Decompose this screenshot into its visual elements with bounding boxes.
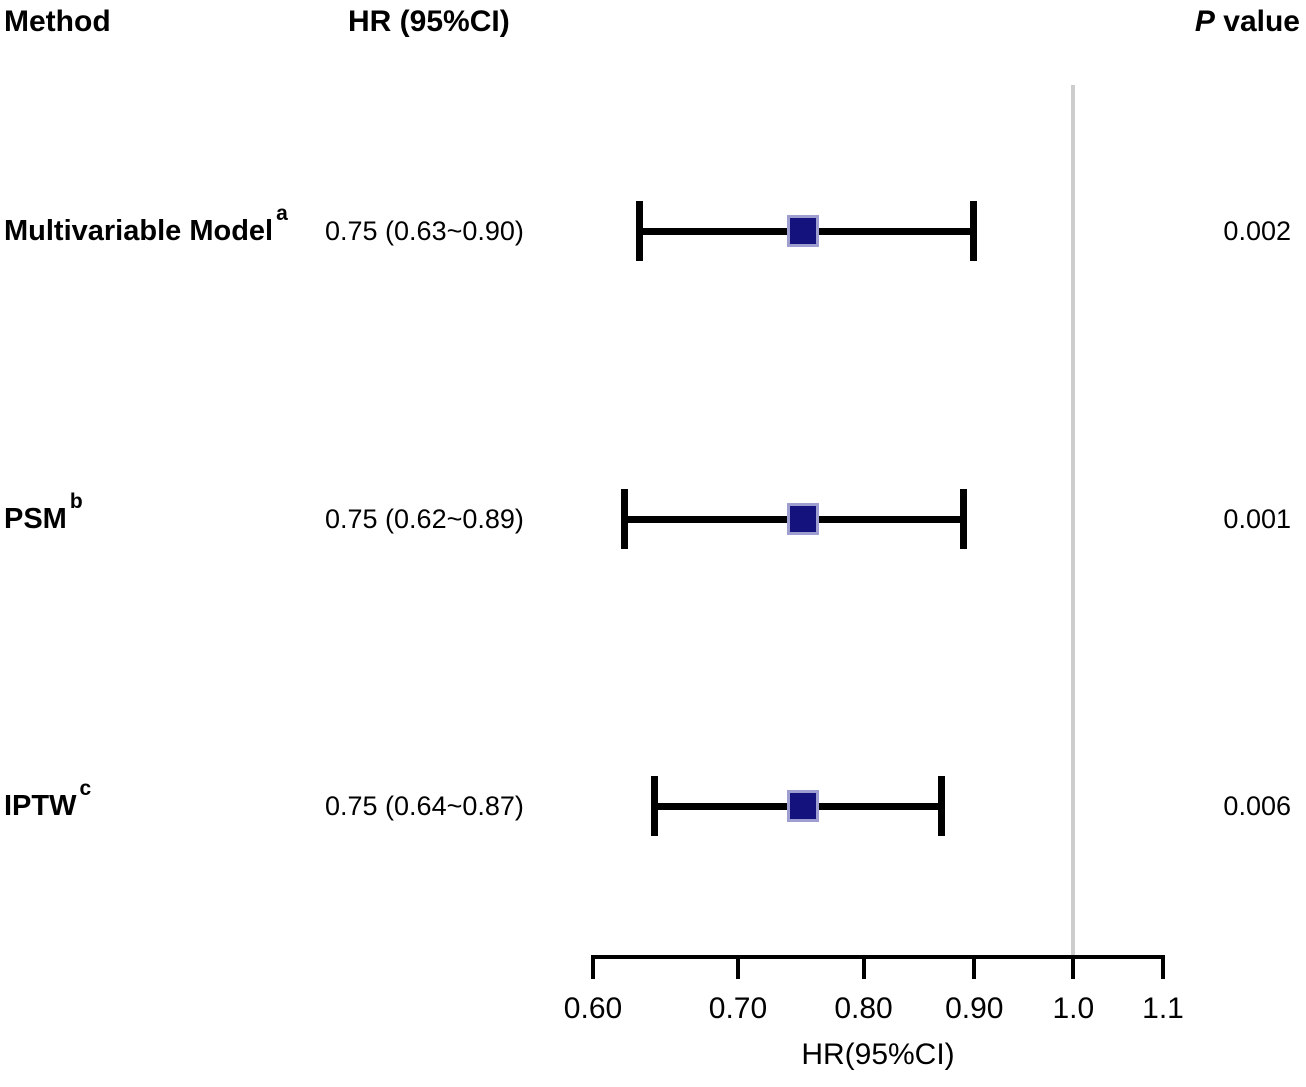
column-header-pvalue: P value	[1195, 5, 1300, 39]
method-name: Multivariable Model	[4, 214, 274, 247]
ci-upper-cap	[959, 489, 967, 549]
x-axis-line	[591, 955, 1165, 959]
x-tick-label: 1.0	[1052, 992, 1095, 1025]
x-tick-label: 0.70	[708, 992, 768, 1025]
x-tick-label: 0.60	[563, 992, 623, 1025]
p-value-text: 0.002	[1223, 215, 1291, 246]
column-header-hr: HR (95%CI)	[348, 5, 510, 38]
x-axis-tick	[591, 957, 595, 979]
method-name: PSM	[4, 502, 67, 535]
hr-point-marker	[786, 215, 819, 247]
row-label-psm: PSM b	[4, 487, 83, 551]
x-axis-title: HR(95%CI)	[801, 1038, 955, 1071]
ci-lower-cap	[620, 489, 628, 549]
x-axis-tick	[861, 957, 866, 979]
x-tick-label: 0.80	[834, 992, 893, 1025]
hr-point-marker	[786, 790, 819, 822]
column-header-method: Method	[4, 5, 111, 38]
x-tick-label: 1.1	[1142, 992, 1184, 1025]
row-label-multivariable-model: Multivariable Model a	[4, 199, 288, 263]
method-superscript: c	[79, 777, 92, 800]
ci-lower-cap	[635, 201, 643, 261]
ci-upper-cap	[938, 776, 946, 836]
hr-ci-text: 0.75 (0.64~0.87)	[325, 790, 524, 821]
pvalue-header-italic-p: P	[1194, 5, 1215, 38]
p-value-text: 0.001	[1223, 503, 1291, 534]
x-axis-tick	[1161, 957, 1165, 979]
reference-line	[1071, 85, 1076, 957]
method-name: IPTW	[4, 789, 77, 822]
ci-lower-cap	[650, 776, 658, 836]
hr-ci-text: 0.75 (0.62~0.89)	[325, 503, 524, 534]
x-axis-tick	[735, 957, 740, 979]
ci-upper-cap	[970, 201, 978, 261]
hr-ci-text: 0.75 (0.63~0.90)	[325, 215, 524, 246]
x-axis-tick	[1071, 957, 1076, 979]
row-label-iptw: IPTW c	[4, 774, 91, 838]
p-value-text: 0.006	[1223, 790, 1291, 821]
method-superscript: b	[69, 490, 83, 513]
hr-point-marker	[786, 503, 819, 535]
method-superscript: a	[276, 202, 288, 225]
x-axis-tick	[972, 957, 977, 979]
x-tick-label: 0.90	[945, 992, 1004, 1025]
pvalue-header-rest: value	[1214, 5, 1300, 38]
